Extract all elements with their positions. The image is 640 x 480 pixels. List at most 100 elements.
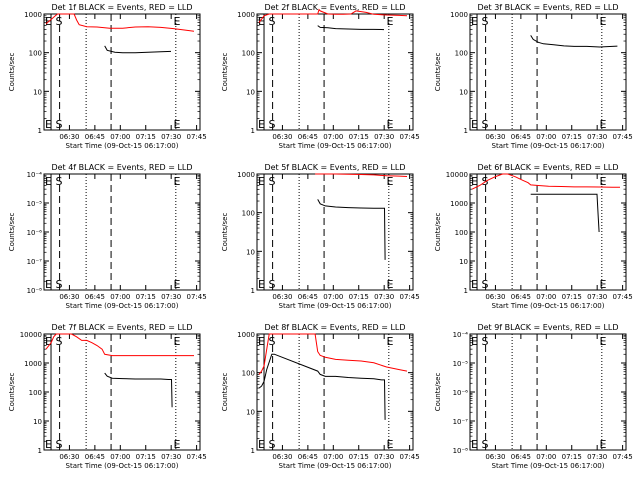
x-axis-label: Start Time (09-Oct-15 06:17:00): [279, 142, 392, 150]
panel-det-3: Det 3f BLACK = Events, RED = LLD 1 10 100 10…: [434, 3, 633, 150]
y-axis-label: Counts/sec: [434, 213, 442, 252]
marker-start-label-bottom: E S: [471, 278, 488, 291]
x-tick-label: 07:30: [587, 293, 607, 301]
series-lld-red: [315, 173, 408, 177]
y-tick-label: 10⁻⁶: [453, 389, 469, 397]
plot-frame: [469, 13, 627, 131]
x-tick-label: 07:45: [187, 453, 207, 461]
panel-title: Det 1f BLACK = Events, RED = LLD: [51, 3, 192, 12]
x-tick-label: 07:30: [161, 453, 181, 461]
marker-end-label-bottom: E: [173, 118, 180, 131]
x-tick-label: 07:30: [587, 133, 607, 141]
panel-det-2: Det 2f BLACK = Events, RED = LLD 1 10 100 10…: [221, 3, 420, 150]
x-tick-label: 07:45: [400, 293, 420, 301]
marker-start-label-bottom: E S: [258, 278, 275, 291]
plot-frame: [469, 333, 627, 451]
y-tick-label: 10⁻⁸: [453, 447, 469, 455]
panel-det-1: Det 1f BLACK = Events, RED = LLD 1 10 100 10…: [8, 3, 207, 150]
y-tick-label: 10: [246, 408, 255, 416]
series-events-black: [530, 35, 618, 48]
marker-end-label-bottom: E: [173, 278, 180, 291]
plot-frame: [43, 13, 201, 131]
marker-start-label-bottom: E S: [45, 118, 62, 131]
y-tick-label: 1: [251, 447, 255, 455]
panel-det-5: Det 5f BLACK = Events, RED = LLD 1 10 100 10…: [221, 163, 420, 310]
marker-end-label: E: [386, 15, 393, 28]
x-axis-label: Start Time (09-Oct-15 06:17:00): [279, 462, 392, 470]
x-tick-label: 06:30: [272, 293, 292, 301]
x-tick-label: 07:15: [349, 453, 369, 461]
x-axis-label: Start Time (09-Oct-15 06:17:00): [492, 142, 605, 150]
series-lld-red: [45, 333, 194, 357]
panel-title: Det 7f BLACK = Events, RED = LLD: [51, 323, 192, 332]
marker-end-label: E: [386, 175, 393, 188]
marker-start-label-bottom: E S: [45, 438, 62, 451]
marker-end-label-bottom: E: [386, 278, 393, 291]
x-tick-label: 07:45: [187, 293, 207, 301]
panel-title: Det 3f BLACK = Events, RED = LLD: [477, 3, 618, 12]
y-axis-label: Counts/sec: [8, 53, 16, 92]
y-tick-label: 10: [246, 88, 255, 96]
x-tick-label: 06:45: [298, 453, 318, 461]
y-tick-label: 10⁻⁵: [27, 200, 43, 208]
y-tick-label: 10⁻⁴: [27, 171, 43, 179]
panel-det-4: Det 4f BLACK = Events, RED = LLD 10⁻⁸ 10⁻⁷…: [8, 163, 207, 310]
y-tick-label: 100: [242, 370, 255, 378]
x-tick-label: 06:45: [85, 453, 105, 461]
x-tick-label: 06:30: [485, 133, 505, 141]
y-tick-label: 10000: [20, 331, 42, 339]
y-tick-label: 100: [455, 229, 468, 237]
panel-det-7: Det 7f BLACK = Events, RED = LLD 1 10 100 10…: [8, 323, 207, 470]
y-axis-label: Counts/sec: [8, 213, 16, 252]
x-axis-label: Start Time (09-Oct-15 06:17:00): [66, 302, 179, 310]
series-lld-red: [45, 13, 195, 32]
y-axis-label: Counts/sec: [434, 53, 442, 92]
y-tick-label: 1000: [450, 200, 468, 208]
marker-end-label-bottom: E: [599, 278, 606, 291]
x-tick-label: 07:00: [536, 453, 556, 461]
x-tick-label: 06:45: [85, 293, 105, 301]
x-tick-label: 07:00: [110, 133, 130, 141]
x-tick-label: 07:00: [536, 293, 556, 301]
y-tick-label: 10: [246, 248, 255, 256]
y-tick-label: 10⁻⁴: [453, 331, 469, 339]
y-tick-label: 10: [459, 88, 468, 96]
plot-frame: [43, 173, 201, 291]
series-events-black: [104, 372, 173, 408]
marker-end-label-bottom: E: [599, 118, 606, 131]
y-tick-label: 10: [459, 258, 468, 266]
y-tick-label: 1: [38, 127, 42, 135]
y-tick-label: 10000: [446, 171, 468, 179]
series-events-black: [258, 353, 386, 420]
x-axis-label: Start Time (09-Oct-15 06:17:00): [66, 462, 179, 470]
series-lld-red: [471, 173, 620, 190]
x-tick-label: 07:15: [562, 293, 582, 301]
marker-end-label-bottom: E: [386, 438, 393, 451]
y-axis-label: Counts/sec: [434, 373, 442, 412]
panel-title: Det 4f BLACK = Events, RED = LLD: [51, 163, 192, 172]
series-events-black: [530, 193, 600, 233]
y-axis-label: Counts/sec: [8, 373, 16, 412]
marker-start-label: E S: [471, 15, 488, 28]
x-tick-label: 07:30: [374, 293, 394, 301]
y-tick-label: 1000: [237, 331, 255, 339]
marker-start-label: E S: [258, 335, 275, 348]
y-tick-label: 100: [242, 50, 255, 58]
x-tick-label: 07:00: [110, 293, 130, 301]
x-tick-label: 07:45: [613, 453, 633, 461]
marker-start-label: E S: [45, 15, 62, 28]
marker-end-label-bottom: E: [599, 438, 606, 451]
panel-title: Det 9f BLACK = Events, RED = LLD: [477, 323, 618, 332]
y-tick-label: 1: [464, 127, 468, 135]
y-tick-label: 10⁻⁸: [27, 287, 43, 295]
x-tick-label: 07:30: [161, 133, 181, 141]
x-tick-label: 07:45: [187, 133, 207, 141]
panel-det-9: Det 9f BLACK = Events, RED = LLD 10⁻⁸ 10⁻⁷…: [434, 323, 633, 470]
x-axis-label: Start Time (09-Oct-15 06:17:00): [492, 462, 605, 470]
y-tick-label: 1000: [237, 171, 255, 179]
series-events-black: [104, 45, 172, 54]
x-tick-label: 07:15: [136, 133, 156, 141]
marker-end-label: E: [599, 175, 606, 188]
x-tick-label: 07:45: [400, 133, 420, 141]
x-tick-label: 06:45: [298, 293, 318, 301]
